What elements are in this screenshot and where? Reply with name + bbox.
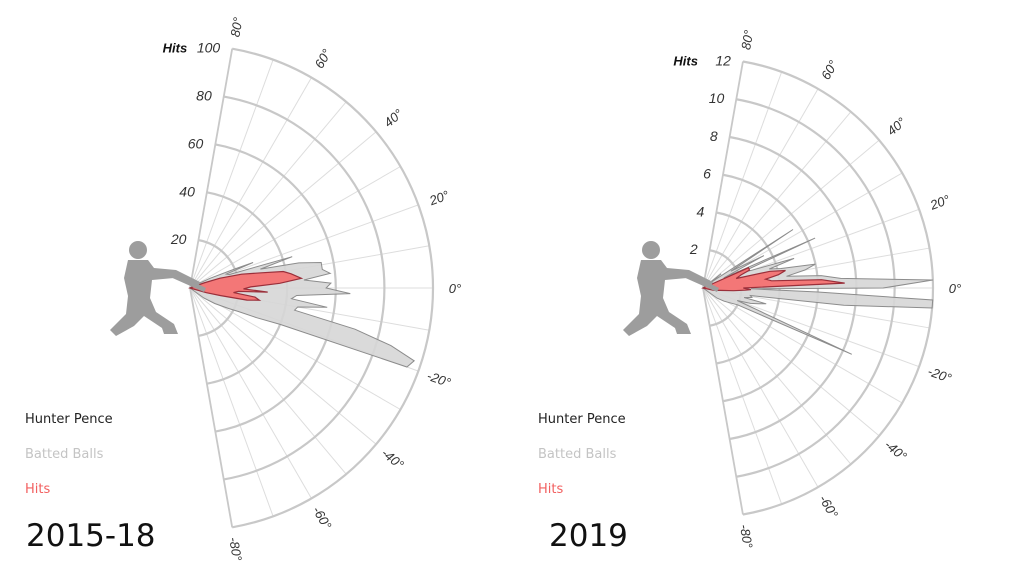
legend-item-hits: Hits bbox=[25, 482, 51, 497]
panel-subtitle-2019: 2019 bbox=[549, 518, 628, 554]
radial-ticks: 2 4 6 8 10 12 bbox=[689, 52, 731, 257]
radial-tick-label: 8 bbox=[710, 128, 718, 144]
legend-2019: Hunter Pence Batted Balls Hits bbox=[538, 412, 626, 517]
angle-tick-label: 20° bbox=[426, 187, 451, 208]
chart-panel-2019: 2 4 6 8 10 12 Hits 80° 60° 40° 20° 0° -20° -40° -60° -8… bbox=[623, 29, 961, 549]
radial-tick-label: 20 bbox=[170, 231, 187, 247]
radial-tick-label: 6 bbox=[703, 166, 711, 182]
angle-tick-label: -20° bbox=[425, 368, 453, 390]
angle-tick-label: 80° bbox=[738, 29, 756, 51]
radial-tick-label: 4 bbox=[697, 203, 705, 219]
radial-spoke bbox=[189, 131, 377, 289]
ring-arc bbox=[223, 95, 386, 481]
angle-tick-label: -20° bbox=[926, 364, 954, 386]
angle-tick-label: 60° bbox=[312, 46, 335, 71]
batted-balls-polygon bbox=[702, 229, 934, 355]
batter-silhouette-icon bbox=[623, 241, 719, 336]
radial-spoke bbox=[189, 77, 312, 289]
legend-item-batted-balls: Batted Balls bbox=[538, 447, 617, 462]
boundary-spoke bbox=[189, 287, 234, 528]
legend-item-hits: Hits bbox=[538, 482, 564, 497]
radial-tick-label: 10 bbox=[709, 90, 725, 106]
legend-2015-18: Hunter Pence Batted Balls Hits bbox=[25, 412, 113, 517]
radial-spoke bbox=[189, 287, 401, 410]
radial-spoke bbox=[189, 287, 347, 475]
radial-axis-title: Hits bbox=[163, 41, 188, 56]
legend-item-player: Hunter Pence bbox=[538, 412, 626, 427]
radial-ticks: 20 40 60 80 100 bbox=[170, 40, 221, 247]
ring-arc bbox=[232, 47, 435, 529]
radial-spoke bbox=[189, 166, 401, 289]
angle-tick-label: 40° bbox=[884, 114, 909, 138]
hits-polygon bbox=[701, 266, 845, 292]
angle-tick-label: -40° bbox=[882, 437, 910, 464]
angle-tick-label: -60° bbox=[310, 504, 335, 532]
ring-arc bbox=[215, 143, 337, 433]
angle-tick-label: 40° bbox=[381, 106, 406, 130]
legend-item-batted-balls: Batted Balls bbox=[25, 447, 104, 462]
angle-tick-label: -60° bbox=[816, 492, 841, 520]
radial-tick-label: 40 bbox=[179, 183, 195, 199]
angle-tick-label: 80° bbox=[227, 16, 245, 38]
chart-panel-2015-18: 20 40 60 80 100 Hits 80° 60° 40° 20° 0° -20° -40° -60… bbox=[110, 16, 461, 562]
angle-tick-label: -40° bbox=[379, 445, 407, 472]
radial-axis-title: Hits bbox=[673, 53, 698, 68]
boundary-spoke bbox=[702, 61, 744, 289]
radial-spoke bbox=[189, 101, 347, 289]
angle-tick-label: 0° bbox=[449, 281, 461, 296]
angle-tick-label: 0° bbox=[949, 281, 961, 296]
legend-item-player: Hunter Pence bbox=[25, 412, 113, 427]
radial-spoke bbox=[189, 287, 377, 445]
hits-polygon bbox=[188, 270, 304, 301]
angle-tick-label: 60° bbox=[818, 58, 841, 83]
boundary-spoke bbox=[189, 48, 234, 289]
radial-tick-label: 100 bbox=[197, 40, 221, 56]
ring-arc bbox=[742, 60, 935, 516]
radial-spoke bbox=[189, 287, 312, 499]
radial-tick-label: 2 bbox=[689, 241, 698, 257]
radial-tick-label: 12 bbox=[715, 52, 731, 68]
radial-tick-label: 80 bbox=[196, 88, 212, 104]
angle-tick-label: -80° bbox=[737, 523, 756, 549]
angle-tick-label: -80° bbox=[226, 536, 245, 562]
batter-silhouette-icon bbox=[110, 241, 206, 336]
batted-balls-polygon bbox=[189, 256, 416, 368]
angle-tick-label: 20° bbox=[927, 192, 952, 213]
boundary-spoke bbox=[702, 287, 744, 515]
radial-tick-label: 60 bbox=[188, 135, 204, 151]
ring-arc bbox=[736, 98, 896, 478]
radial-spoke bbox=[189, 287, 274, 517]
panel-subtitle-2015-18: 2015-18 bbox=[26, 518, 156, 554]
radial-spoke bbox=[189, 59, 274, 289]
